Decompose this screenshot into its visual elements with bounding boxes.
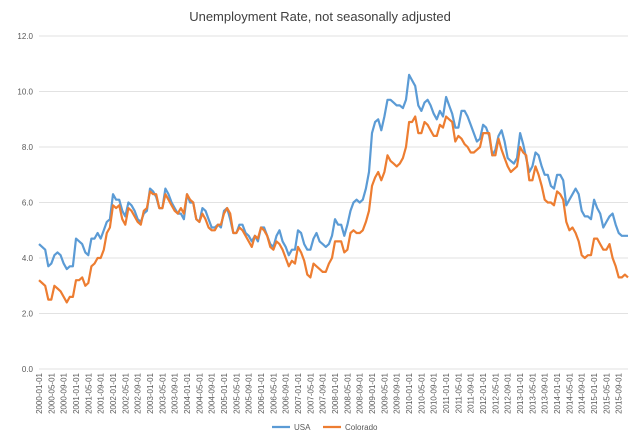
gridlines <box>39 35 628 370</box>
x-tick-label: 2012-09-01 <box>504 372 513 413</box>
x-tick-label: 2002-09-01 <box>134 372 143 413</box>
series-line-usa <box>38 73 628 271</box>
x-tick-label: 2003-09-01 <box>171 372 180 413</box>
y-tick-label: 4.0 <box>22 254 34 263</box>
x-axis-ticks: 2000-01-01 2000-05-01 2000-09-01 2001-01-01… <box>35 372 624 413</box>
legend: USA Colorado <box>272 423 378 432</box>
x-tick-label: 2004-05-01 <box>195 372 204 413</box>
y-tick-label: 6.0 <box>22 199 34 208</box>
x-tick-label: 2007-05-01 <box>306 372 315 413</box>
x-tick-label: 2001-05-01 <box>84 372 93 413</box>
x-tick-label: 2006-01-01 <box>257 372 266 413</box>
x-tick-label: 2002-05-01 <box>121 372 130 413</box>
y-tick-label: 12.0 <box>17 32 33 41</box>
x-tick-label: 2011-09-01 <box>467 372 476 413</box>
x-tick-label: 2002-01-01 <box>109 372 118 413</box>
x-tick-label: 2001-09-01 <box>97 372 106 413</box>
x-tick-label: 2005-01-01 <box>220 372 229 413</box>
x-tick-label: 2013-05-01 <box>528 372 537 413</box>
y-tick-label: 0.0 <box>22 365 34 374</box>
x-tick-label: 2000-05-01 <box>47 372 56 413</box>
x-tick-label: 2009-01-01 <box>368 372 377 413</box>
x-tick-label: 2015-01-01 <box>590 372 599 413</box>
x-tick-label: 2015-05-01 <box>602 372 611 413</box>
x-tick-label: 2013-09-01 <box>541 372 550 413</box>
x-tick-label: 2009-09-01 <box>393 372 402 413</box>
x-tick-label: 2007-01-01 <box>294 372 303 413</box>
x-tick-label: 2012-01-01 <box>479 372 488 413</box>
x-tick-label: 2014-05-01 <box>565 372 574 413</box>
x-tick-label: 2014-09-01 <box>578 372 587 413</box>
x-tick-label: 2000-09-01 <box>60 372 69 413</box>
y-tick-label: 10.0 <box>17 88 33 97</box>
x-tick-label: 2006-09-01 <box>282 372 291 413</box>
x-tick-label: 2004-09-01 <box>208 372 217 413</box>
chart-title: Unemployment Rate, not seasonally adjust… <box>189 9 451 24</box>
x-tick-label: 2005-09-01 <box>245 372 254 413</box>
series-line-colorado <box>38 115 629 304</box>
legend-label-usa: USA <box>294 423 311 432</box>
x-tick-label: 2010-05-01 <box>417 372 426 413</box>
x-tick-label: 2000-01-01 <box>35 372 44 413</box>
x-tick-label: 2007-09-01 <box>319 372 328 413</box>
x-tick-label: 2001-01-01 <box>72 372 81 413</box>
x-tick-label: 2003-01-01 <box>146 372 155 413</box>
x-tick-label: 2011-05-01 <box>454 372 463 413</box>
legend-label-colorado: Colorado <box>345 423 378 432</box>
x-tick-label: 2011-01-01 <box>442 372 451 413</box>
series-lines <box>38 73 629 304</box>
x-tick-label: 2014-01-01 <box>553 372 562 413</box>
x-tick-label: 2005-05-01 <box>232 372 241 413</box>
x-tick-label: 2010-01-01 <box>405 372 414 413</box>
x-tick-label: 2008-01-01 <box>331 372 340 413</box>
x-tick-label: 2004-01-01 <box>183 372 192 413</box>
y-tick-label: 2.0 <box>22 310 34 319</box>
x-tick-label: 2010-09-01 <box>430 372 439 413</box>
y-tick-label: 8.0 <box>22 143 34 152</box>
x-tick-label: 2012-05-01 <box>491 372 500 413</box>
x-tick-label: 2015-09-01 <box>615 372 624 413</box>
x-tick-label: 2008-05-01 <box>343 372 352 413</box>
x-tick-label: 2013-01-01 <box>516 372 525 413</box>
x-tick-label: 2009-05-01 <box>380 372 389 413</box>
x-tick-label: 2003-05-01 <box>158 372 167 413</box>
x-tick-label: 2008-09-01 <box>356 372 365 413</box>
y-axis-ticks: 0.0 2.0 4.0 6.0 8.0 10.0 12.0 <box>17 32 33 374</box>
x-tick-label: 2006-05-01 <box>269 372 278 413</box>
